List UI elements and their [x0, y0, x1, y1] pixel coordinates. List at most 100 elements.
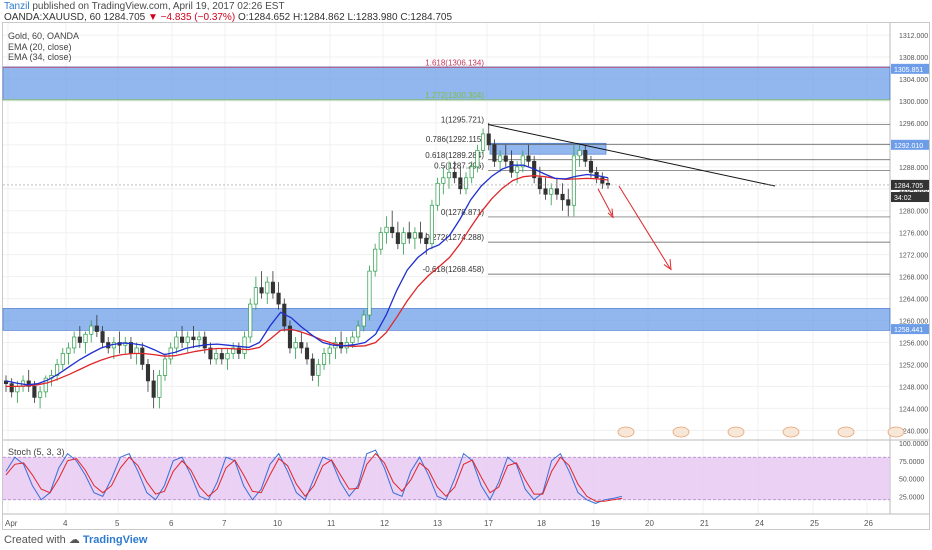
author-link[interactable]: Tanzil — [4, 1, 30, 12]
candle-body — [424, 237, 429, 245]
ema34-line — [6, 174, 609, 388]
x-tick-label: 19 — [591, 519, 600, 528]
candle-body — [503, 155, 508, 162]
close-price: C:1284.705 — [400, 12, 453, 23]
x-tick-label: 12 — [380, 519, 389, 528]
candle-body — [287, 325, 293, 349]
stoch-tick-label: 50.0000 — [899, 477, 924, 484]
candle-body — [174, 336, 179, 349]
arrow-head — [607, 208, 614, 219]
candle-body — [526, 155, 531, 162]
candle-body — [140, 347, 145, 365]
candle-body — [9, 383, 14, 393]
price-tick-label: 1312.000 — [899, 33, 928, 40]
candle-body — [32, 386, 37, 398]
last-price: 1284.705 — [103, 12, 146, 23]
candle-body — [310, 358, 315, 376]
candle-body — [492, 144, 497, 162]
arrow-head — [663, 258, 672, 271]
price-label-box — [891, 63, 929, 74]
price-label-text: 34:02 — [894, 195, 912, 202]
x-tick-label: 25 — [810, 519, 819, 528]
footer: Created with ☁ TradingView — [4, 533, 147, 546]
candle-body — [299, 342, 304, 349]
candle-body — [83, 333, 88, 343]
price-tick-label: 1268.000 — [899, 275, 928, 282]
stoch-tick-label: 100.0000 — [899, 441, 928, 448]
candle-body — [390, 226, 395, 234]
candle-body — [265, 281, 270, 294]
price-tick-label: 1248.000 — [899, 384, 928, 391]
candle-body — [520, 155, 525, 168]
candle-body — [77, 336, 82, 343]
fib-level-label: 0(1278.871) — [441, 208, 484, 217]
fib-level-label: 1.272(1300.304) — [425, 91, 484, 100]
candle-body — [537, 177, 542, 190]
candle-body — [111, 342, 116, 349]
candle-body — [225, 353, 230, 360]
price-tick-label: 1272.000 — [899, 253, 928, 260]
supply-demand-zone — [489, 142, 607, 155]
price-tick-label: 1252.000 — [899, 362, 928, 369]
candle-body — [560, 193, 565, 201]
candle-body — [304, 347, 310, 360]
legend-title: Gold, 60, OANDA — [8, 31, 80, 41]
price-tick-label: 1288.000 — [899, 165, 928, 172]
candle-body — [401, 232, 406, 245]
candle-body — [157, 375, 162, 398]
candle-body — [384, 226, 389, 234]
candle-body — [566, 199, 571, 206]
candle-body — [469, 166, 474, 179]
x-tick-label: 7 — [222, 519, 227, 528]
legend-ema20: EMA (20, close) — [8, 42, 72, 52]
projection-arrow — [618, 185, 671, 269]
candle-body — [395, 232, 400, 245]
x-tick-label: 4 — [63, 519, 68, 528]
x-tick-label: 24 — [755, 519, 764, 528]
candle-body — [89, 325, 94, 335]
price-tick-label: 1240.000 — [899, 428, 928, 435]
candle-body — [60, 353, 65, 365]
candle-body — [191, 336, 196, 341]
legend-ema34: EMA (34, close) — [8, 52, 72, 62]
projection-arrow — [597, 188, 613, 216]
candle-body — [134, 347, 139, 354]
candle-body — [15, 386, 20, 393]
candle-body — [253, 287, 258, 305]
x-tick-label: 18 — [537, 519, 546, 528]
candle-body — [151, 380, 156, 398]
price-label-box — [891, 139, 929, 150]
stoch-title: Stoch (5, 3, 3) — [8, 447, 65, 457]
candle-body — [145, 364, 151, 382]
candle-body — [486, 133, 491, 146]
candle-body — [214, 353, 219, 360]
candle-body — [293, 342, 298, 349]
x-tick-label: 6 — [169, 519, 174, 528]
economic-event-icon — [617, 426, 635, 438]
candle-body — [498, 155, 503, 162]
publish-info: Tanzil published on TradingView.com, Apr… — [4, 1, 285, 12]
candle-body — [208, 347, 213, 360]
price-tick-label: 1308.000 — [899, 55, 928, 62]
price-label-text: 1284.705 — [894, 183, 923, 190]
candle-body — [458, 177, 463, 190]
candle-body — [316, 364, 321, 376]
tradingview-logo-icon: ☁ — [68, 534, 80, 546]
created-with-text: Created with — [4, 534, 66, 546]
low-price: L:1283.980 — [347, 12, 398, 23]
fib-level-label: 0.272(1274.288) — [425, 233, 484, 242]
price-tick-label: 1244.000 — [899, 406, 928, 413]
candle-body — [515, 166, 520, 173]
tradingview-brand[interactable]: TradingView — [82, 534, 148, 546]
stoch-k-line — [5, 449, 623, 504]
candle-body — [463, 177, 469, 190]
candle-body — [180, 336, 185, 343]
candle-body — [231, 347, 236, 354]
fib-level-label: 0.5(1287.296) — [434, 162, 484, 171]
candle-body — [350, 336, 355, 343]
price-tick-label: 1260.000 — [899, 319, 928, 326]
x-tick-label: 21 — [700, 519, 709, 528]
fib-level-label: -0.618(1268.458) — [423, 265, 485, 274]
price-label-box — [891, 192, 929, 203]
